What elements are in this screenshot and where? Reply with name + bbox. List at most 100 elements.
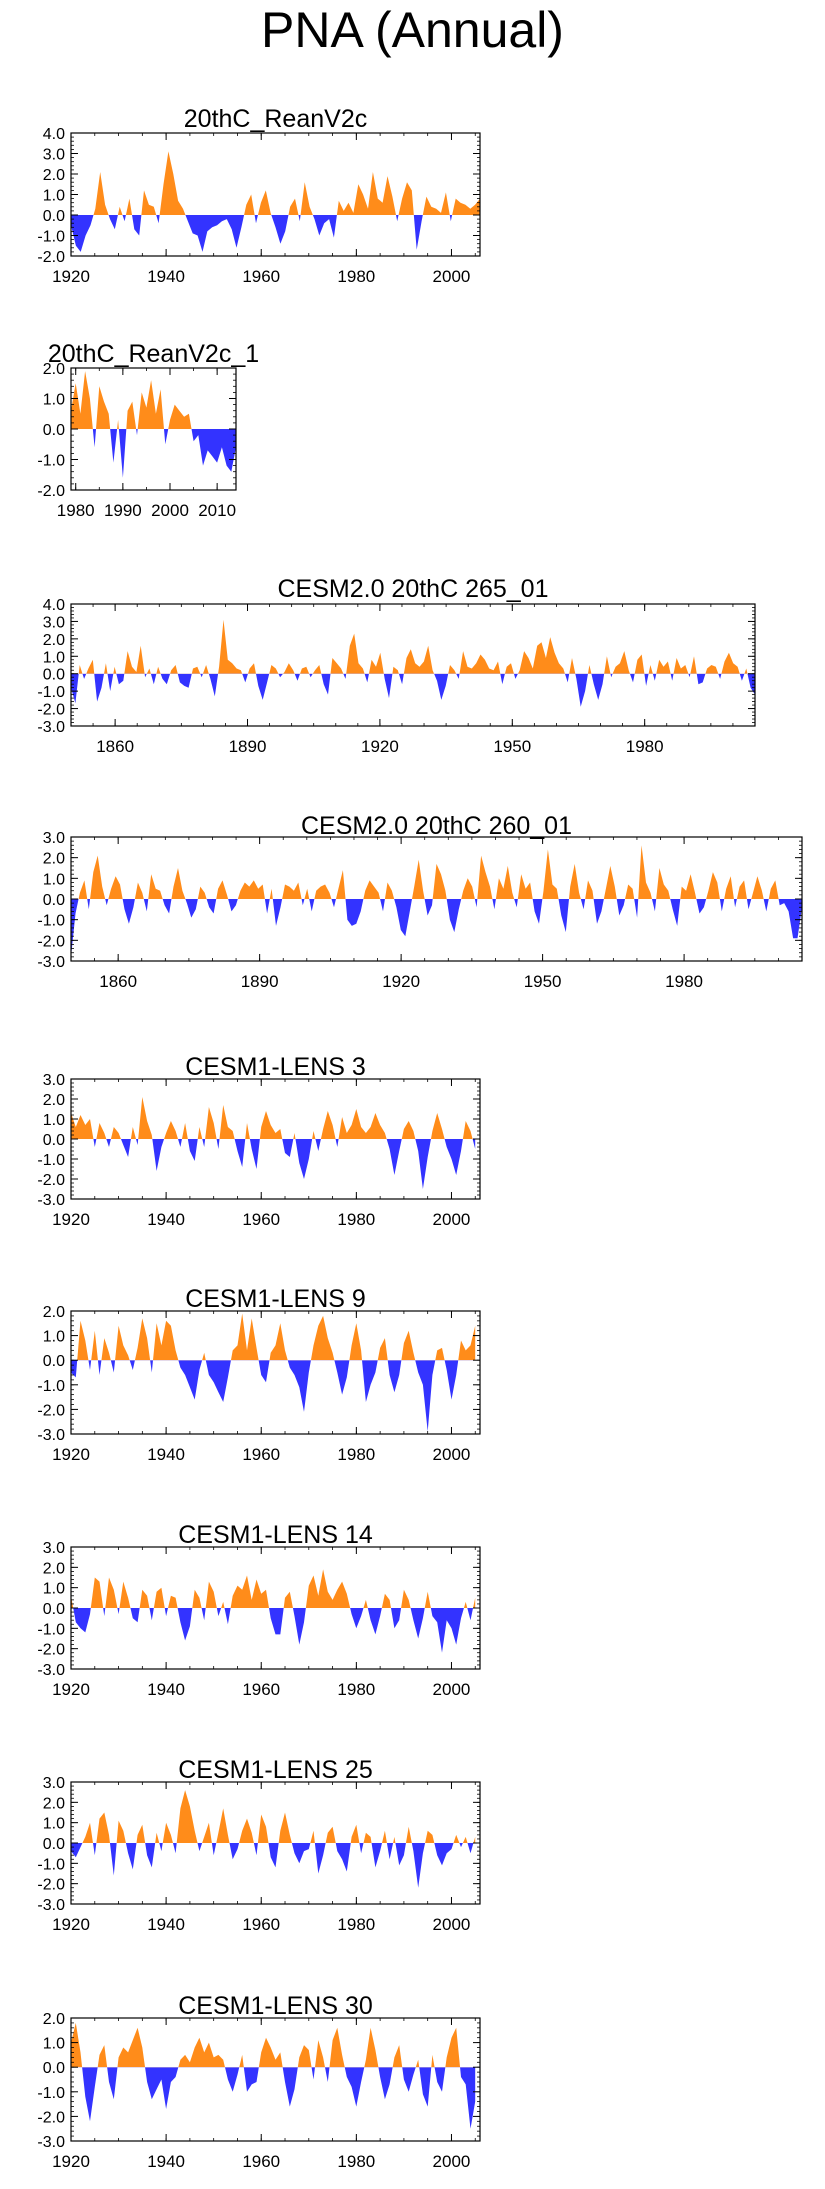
y-tick-label: 0.0: [43, 422, 65, 439]
x-tick-label: 1980: [337, 2152, 375, 2171]
y-tick-label: 0.0: [43, 1601, 65, 1618]
y-tick-label: -1.0: [37, 2085, 65, 2102]
y-tick-label: -1.0: [37, 1152, 65, 1169]
x-tick-label: 1920: [361, 737, 399, 756]
plot-frame: [70, 1310, 481, 1435]
positive-anomaly-area: [71, 151, 480, 215]
x-tick-label: 1940: [147, 1445, 185, 1464]
negative-anomaly-area: [71, 215, 480, 252]
x-tick-label: 1960: [242, 1445, 280, 1464]
y-tick-label: 0.0: [43, 1353, 65, 1370]
x-tick-label: 2000: [433, 1680, 471, 1699]
chart-panel: CESM1-LENS 14 3.0 2.0 1.0 0.0 -1.0 -2.0 -3.0192…: [37, 1521, 481, 1699]
positive-anomaly-area: [71, 1569, 476, 1608]
y-tick-label: 2.0: [43, 632, 65, 649]
y-tick-label: 2.0: [43, 2011, 65, 2028]
y-tick-label: -2.0: [37, 1172, 65, 1189]
chart-panel: 20thC_ReanV2c 4.0 3.0 2.0 1.0 0.0 -1.0 -2.01920…: [37, 105, 481, 286]
x-tick-label: 1980: [665, 972, 703, 991]
x-tick-label: 1860: [99, 972, 137, 991]
y-tick-label: -1.0: [37, 1378, 65, 1395]
chart-title: CESM1-LENS 14: [178, 1521, 373, 1549]
y-tick-label: 1.0: [43, 1581, 65, 1598]
positive-anomaly-area: [71, 1790, 476, 1843]
y-tick-label: -2.0: [37, 1877, 65, 1894]
y-tick-label: 0.0: [43, 667, 65, 684]
x-tick-label: 1940: [147, 1915, 185, 1934]
negative-anomaly-area: [71, 1139, 476, 1189]
data-area: [71, 2022, 476, 2129]
data-area: [71, 1313, 476, 1432]
x-tick-label: 1980: [337, 1445, 375, 1464]
x-tick-label: 1940: [147, 267, 185, 286]
y-tick-label: 1.0: [43, 1816, 65, 1833]
x-tick-label: 1940: [147, 1680, 185, 1699]
data-area: [71, 1569, 476, 1653]
chart-title: CESM1-LENS 25: [178, 1756, 373, 1784]
positive-anomaly-area: [71, 2022, 476, 2068]
page-title: PNA (Annual): [261, 2, 564, 58]
y-tick-label: -1.0: [37, 1856, 65, 1873]
chart-title: CESM2.0 20thC 265_01: [277, 575, 548, 603]
y-tick-label: -1.0: [37, 1621, 65, 1638]
x-tick-label: 1890: [229, 737, 267, 756]
y-tick-label: -2.0: [37, 2109, 65, 2126]
y-tick-label: 2.0: [43, 361, 65, 378]
y-tick-label: -3.0: [37, 1897, 65, 1914]
x-tick-label: 1980: [337, 1680, 375, 1699]
x-tick-label: 1920: [52, 1445, 90, 1464]
positive-anomaly-area: [71, 1313, 476, 1361]
chart-title: 20thC_ReanV2c: [184, 105, 367, 133]
x-tick-label: 1940: [147, 2152, 185, 2171]
y-tick-label: 1.0: [43, 1112, 65, 1129]
y-tick-label: 2.0: [43, 851, 65, 868]
x-tick-label: 2000: [433, 1915, 471, 1934]
x-tick-label: 1940: [147, 1210, 185, 1229]
y-tick-label: 1.0: [43, 392, 65, 409]
chart-title: CESM1-LENS 9: [185, 1285, 366, 1313]
y-tick-label: 3.0: [43, 147, 65, 164]
chart-title: CESM1-LENS 3: [185, 1053, 366, 1081]
x-tick-label: 1920: [52, 267, 90, 286]
y-tick-label: 0.0: [43, 2060, 65, 2077]
negative-anomaly-area: [71, 673, 755, 707]
y-tick-label: -2.0: [37, 1642, 65, 1659]
y-tick-label: 2.0: [43, 1560, 65, 1577]
y-tick-label: 3.0: [43, 614, 65, 631]
x-tick-label: 2000: [151, 501, 189, 520]
y-tick-label: -3.0: [37, 1662, 65, 1679]
y-tick-label: -1.0: [37, 229, 65, 246]
x-tick-label: 1960: [242, 267, 280, 286]
x-tick-label: 1990: [104, 501, 142, 520]
y-tick-label: 0.0: [43, 1836, 65, 1853]
chart-title: CESM1-LENS 30: [178, 1992, 373, 2020]
y-tick-label: 1.0: [43, 871, 65, 888]
x-tick-label: 1890: [241, 972, 279, 991]
y-tick-label: -1.0: [37, 913, 65, 930]
chart-panel: CESM1-LENS 25 3.0 2.0 1.0 0.0 -1.0 -2.0 -3.0192…: [37, 1756, 481, 1934]
y-tick-label: 3.0: [43, 1072, 65, 1089]
y-tick-label: 3.0: [43, 1540, 65, 1557]
y-tick-label: 0.0: [43, 1132, 65, 1149]
y-tick-label: 2.0: [43, 1795, 65, 1812]
x-tick-label: 1920: [382, 972, 420, 991]
negative-anomaly-area: [71, 429, 236, 478]
x-tick-label: 1920: [52, 1680, 90, 1699]
negative-anomaly-area: [71, 1360, 476, 1432]
y-tick-label: -2.0: [37, 702, 65, 719]
chart-title: CESM2.0 20thC 260_01: [301, 812, 572, 840]
x-tick-label: 1980: [337, 1915, 375, 1934]
y-tick-label: -2.0: [37, 249, 65, 266]
y-tick-label: -2.0: [37, 483, 65, 500]
x-tick-label: 2000: [433, 2152, 471, 2171]
y-tick-label: 4.0: [43, 126, 65, 143]
data-area: [71, 371, 236, 478]
x-tick-label: 1950: [493, 737, 531, 756]
y-tick-label: 1.0: [43, 188, 65, 205]
data-area: [71, 151, 480, 252]
y-tick-label: -1.0: [37, 684, 65, 701]
x-tick-label: 1950: [524, 972, 562, 991]
